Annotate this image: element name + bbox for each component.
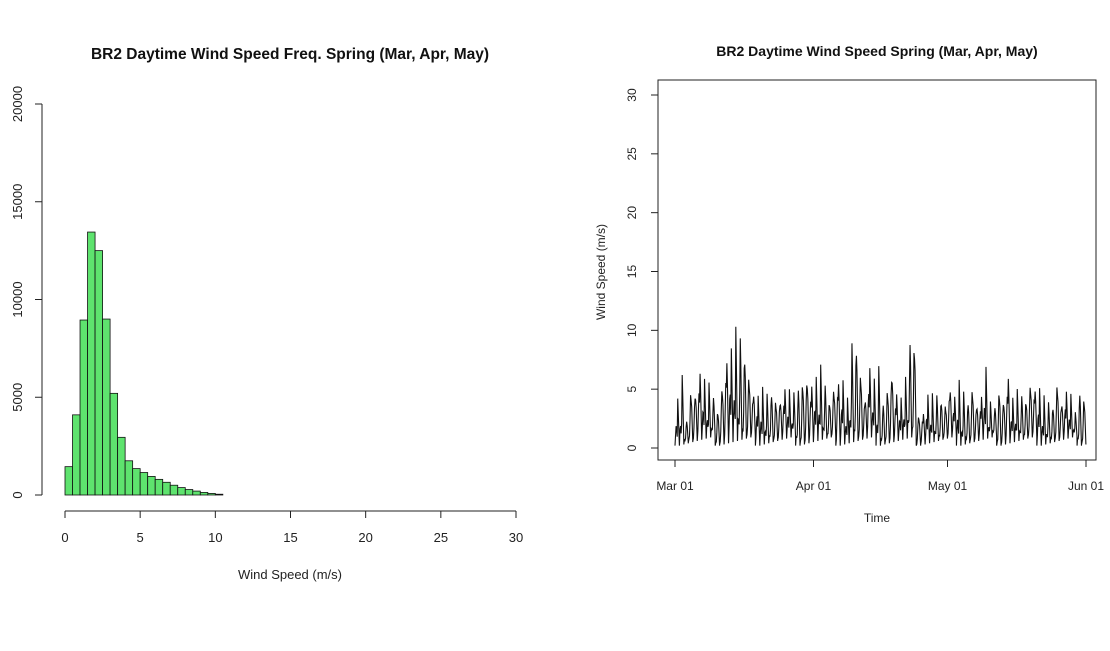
histogram-y-tick-label: 20000 xyxy=(10,86,25,122)
timeseries-chart: BR2 Daytime Wind Speed Spring (Mar, Apr,… xyxy=(594,43,1104,525)
timeseries-y-tick-label: 20 xyxy=(625,206,639,220)
histogram-bar xyxy=(147,476,156,496)
histogram-bar xyxy=(72,414,81,496)
histogram-bar xyxy=(214,493,224,496)
histogram-bar xyxy=(79,319,88,496)
histogram-y-tick-label: 10000 xyxy=(10,281,25,317)
histogram-bar xyxy=(192,490,201,496)
histogram-bar xyxy=(207,493,216,496)
timeseries-x-tick-label: Jun 01 xyxy=(1068,479,1104,493)
histogram-x-tick-label: 0 xyxy=(61,530,68,545)
timeseries-y-ticks: 0 5 10 15 20 25 30 xyxy=(625,88,658,451)
timeseries-x-tick-label: Mar 01 xyxy=(656,479,694,493)
timeseries-y-tick-label: 15 xyxy=(625,265,639,279)
histogram-x-tick-label: 20 xyxy=(358,530,372,545)
histogram-x-tick-label: 25 xyxy=(434,530,448,545)
timeseries-y-tick-label: 5 xyxy=(625,386,639,393)
histogram-bar xyxy=(132,468,141,496)
histogram-y-tick-label: 5000 xyxy=(10,383,25,412)
timeseries-y-tick-label: 10 xyxy=(625,323,639,337)
histogram-bar xyxy=(184,489,194,496)
timeseries-x-tick-label: May 01 xyxy=(928,479,968,493)
timeseries-plot-box xyxy=(657,79,1097,461)
histogram-x-ticks: 0 5 10 15 20 25 30 xyxy=(61,511,523,545)
histogram-bar xyxy=(124,460,134,496)
histogram-y-ticks: 0 5000 10000 15000 20000 xyxy=(10,86,42,499)
histogram-bar xyxy=(177,487,186,496)
histogram-bar xyxy=(102,318,111,496)
timeseries-y-tick-label: 0 xyxy=(625,444,639,451)
histogram-x-tick-label: 30 xyxy=(509,530,523,545)
histogram-bar xyxy=(162,481,171,496)
histogram-x-tick-label: 15 xyxy=(283,530,297,545)
timeseries-x-ticks: Mar 01 Apr 01 May 01 Jun 01 xyxy=(656,460,1104,493)
histogram-bar xyxy=(64,466,73,496)
histogram-x-tick-label: 10 xyxy=(208,530,222,545)
histogram-x-axis-label: Wind Speed (m/s) xyxy=(238,567,342,582)
timeseries-x-tick-label: Apr 01 xyxy=(796,479,832,493)
timeseries-title: BR2 Daytime Wind Speed Spring (Mar, Apr,… xyxy=(716,43,1037,59)
histogram-bar xyxy=(199,492,209,496)
histogram-bar xyxy=(154,478,164,496)
timeseries-series-line xyxy=(674,326,1087,446)
histogram-bar xyxy=(109,392,119,496)
histogram-bar xyxy=(117,436,126,496)
histogram-x-tick-label: 5 xyxy=(137,530,144,545)
histogram-title: BR2 Daytime Wind Speed Freq. Spring (Mar… xyxy=(91,46,489,63)
timeseries-y-tick-label: 30 xyxy=(625,88,639,102)
histogram-bar xyxy=(169,484,179,496)
histogram-bar xyxy=(87,231,96,496)
histogram-y-tick-label: 15000 xyxy=(10,184,25,220)
histogram-y-tick-label: 0 xyxy=(10,491,25,498)
histogram-bar xyxy=(94,250,103,496)
timeseries-y-axis-label: Wind Speed (m/s) xyxy=(594,224,608,320)
histogram-bars xyxy=(64,231,224,496)
timeseries-x-axis-label: Time xyxy=(864,511,891,525)
timeseries-y-tick-label: 25 xyxy=(625,147,639,161)
histogram-chart: BR2 Daytime Wind Speed Freq. Spring (Mar… xyxy=(10,46,523,582)
histogram-bar xyxy=(139,472,149,496)
